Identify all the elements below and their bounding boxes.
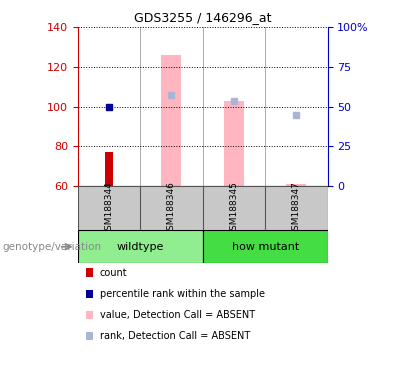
Bar [203,230,328,263]
Bar [224,101,244,186]
Bar [161,55,181,186]
Text: count: count [100,268,127,278]
Bar [286,184,306,186]
Text: GSM188345: GSM188345 [229,181,239,236]
Text: GSM188347: GSM188347 [292,181,301,236]
Text: how mutant: how mutant [231,242,299,252]
Bar [105,152,113,186]
Bar [78,230,203,263]
Text: percentile rank within the sample: percentile rank within the sample [100,289,265,299]
Text: value, Detection Call = ABSENT: value, Detection Call = ABSENT [100,310,255,320]
Text: wildtype: wildtype [116,242,164,252]
Text: genotype/variation: genotype/variation [2,242,101,252]
Text: GSM188346: GSM188346 [167,181,176,236]
Text: GSM188344: GSM188344 [105,181,113,236]
Title: GDS3255 / 146296_at: GDS3255 / 146296_at [134,11,271,24]
Text: rank, Detection Call = ABSENT: rank, Detection Call = ABSENT [100,331,250,341]
